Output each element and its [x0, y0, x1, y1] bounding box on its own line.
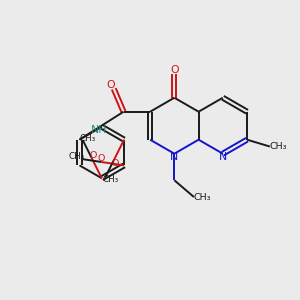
Text: CH₃: CH₃: [102, 175, 119, 184]
Text: N: N: [170, 152, 178, 162]
Text: O: O: [98, 154, 105, 163]
Text: O: O: [170, 65, 179, 75]
Text: O: O: [106, 80, 115, 90]
Text: CH₃: CH₃: [80, 134, 96, 143]
Text: CH₃: CH₃: [194, 193, 211, 202]
Text: CH₃: CH₃: [69, 152, 85, 160]
Text: NH: NH: [91, 125, 107, 135]
Text: N: N: [219, 152, 227, 162]
Text: O: O: [89, 151, 97, 160]
Text: O: O: [112, 159, 119, 168]
Text: CH₃: CH₃: [269, 142, 287, 151]
